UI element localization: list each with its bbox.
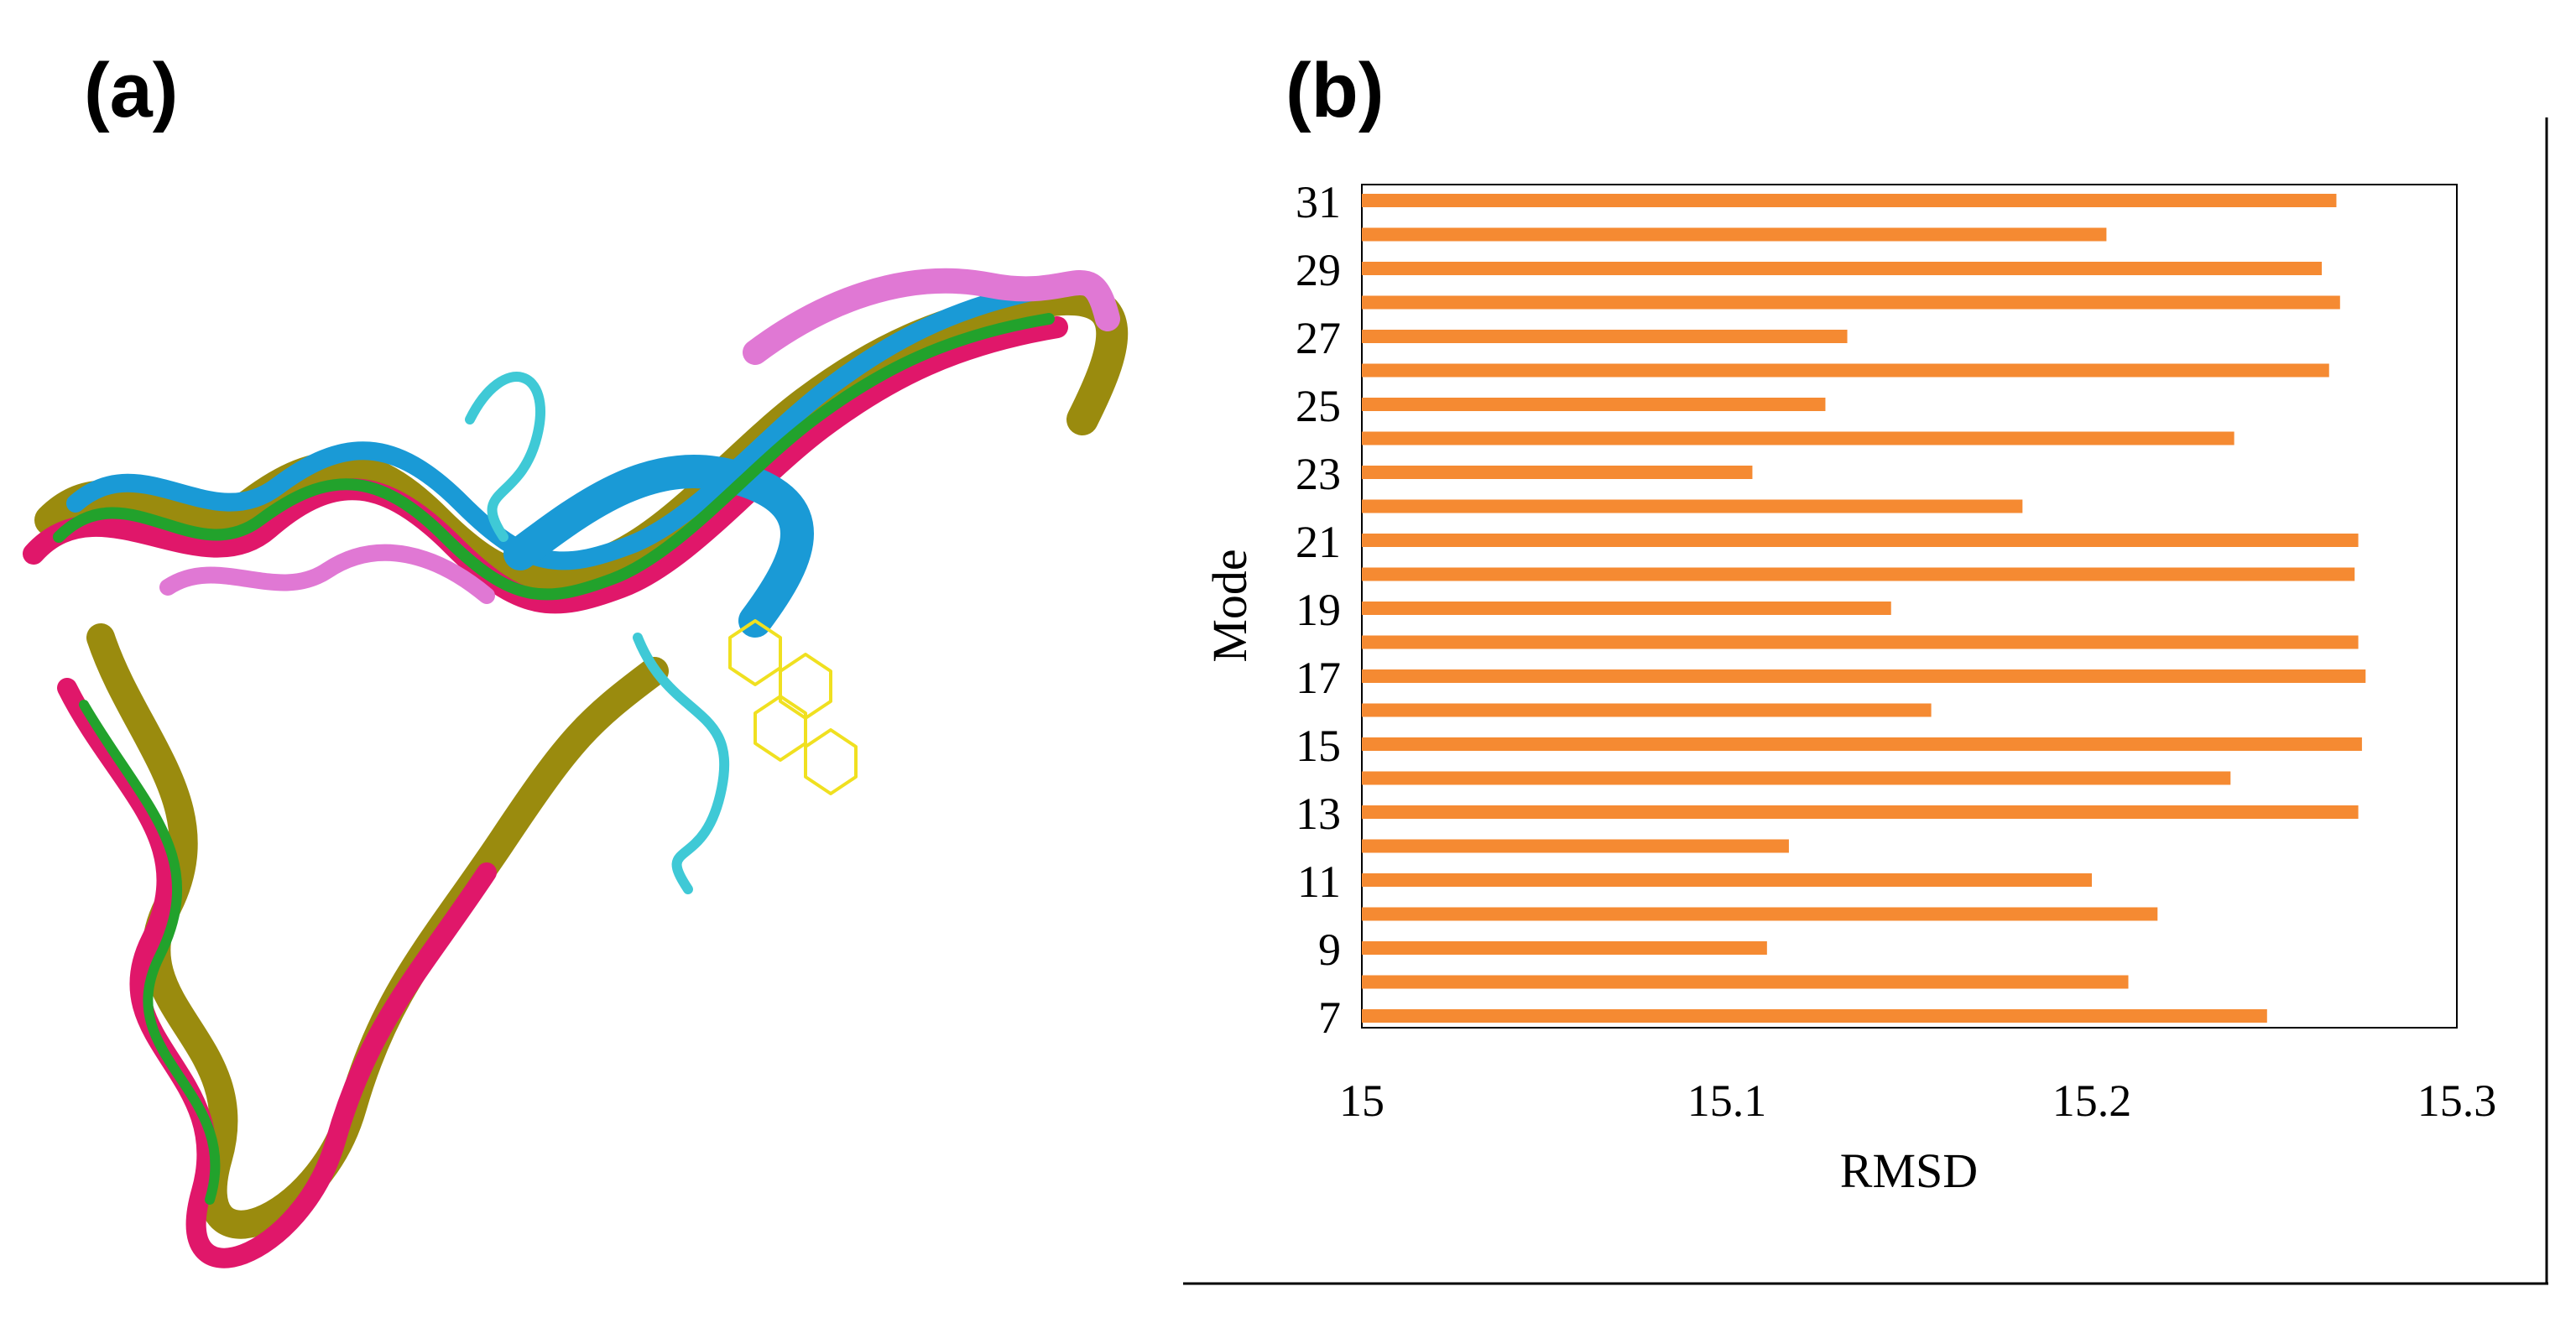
panel-label-a: (a) (84, 48, 179, 133)
y-axis-label: Mode (1202, 549, 1257, 662)
bar-mode-19 (1362, 602, 1891, 615)
bar-mode-14 (1362, 771, 2231, 785)
bar-mode-13 (1362, 805, 2359, 819)
bar-mode-12 (1362, 839, 1789, 853)
bar-mode-15 (1362, 737, 2362, 751)
bar-mode-24 (1362, 431, 2234, 445)
bar-mode-17 (1362, 669, 2366, 683)
ribbon-olive-lower (86, 623, 669, 1239)
bar-mode-20 (1362, 567, 2355, 581)
y-tick-label: 9 (1318, 925, 1341, 975)
bar-mode-7 (1362, 1009, 2267, 1023)
y-tick-label: 29 (1296, 245, 1341, 295)
ribbon-green (53, 313, 1055, 601)
y-tick-label: 23 (1296, 449, 1341, 499)
ligand-mesh (728, 619, 858, 795)
ribbon-cyan-loop-2 (633, 633, 730, 894)
x-axis-ticks: 15 15.1 15.2 15.3 (1339, 1076, 2496, 1126)
y-tick-label: 19 (1296, 585, 1341, 635)
y-tick-label: 11 (1297, 857, 1341, 907)
ribbon-cyan-loop (465, 372, 545, 542)
y-tick-label: 7 (1318, 992, 1341, 1043)
ribbon-green-lower (79, 700, 221, 1205)
bar-mode-30 (1362, 227, 2107, 242)
x-axis-label: RMSD (1840, 1143, 1978, 1198)
x-tick-label: 15.3 (2417, 1076, 2497, 1126)
bar-mode-23 (1362, 466, 1753, 479)
bar-mode-18 (1362, 635, 2359, 649)
bar-mode-22 (1362, 499, 2023, 513)
bar-mode-11 (1362, 873, 2092, 887)
bar-mode-16 (1362, 703, 1932, 717)
x-tick-label: 15 (1339, 1076, 1384, 1126)
bar-mode-8 (1362, 975, 2129, 989)
bars-group (1362, 194, 2366, 1023)
y-tick-label: 15 (1296, 721, 1341, 771)
x-tick-label: 15.1 (1687, 1076, 1767, 1126)
protein-structure-image (23, 268, 1129, 1268)
bar-mode-26 (1362, 363, 2329, 378)
bar-mode-10 (1362, 907, 2158, 921)
ribbon-magenta-lower (57, 678, 497, 1268)
ribbon-magenta (23, 316, 1068, 614)
ribbon-blue (66, 276, 1075, 570)
bar-mode-31 (1362, 194, 2337, 207)
y-axis-ticks: 7 9 11 13 15 17 19 21 23 25 27 29 31 (1296, 177, 1341, 1043)
y-tick-label: 21 (1296, 517, 1341, 567)
ribbon-pink-mid (159, 544, 495, 604)
bar-mode-28 (1362, 295, 2340, 310)
y-tick-label: 13 (1296, 789, 1341, 839)
bar-mode-25 (1362, 398, 1826, 411)
ribbon-pink (743, 268, 1120, 365)
y-tick-label: 25 (1296, 381, 1341, 431)
bar-mode-9 (1362, 941, 1767, 955)
bar-mode-27 (1362, 330, 1848, 343)
panel-label-b: (b) (1285, 48, 1384, 133)
y-tick-label: 27 (1296, 313, 1341, 363)
y-tick-label: 17 (1296, 653, 1341, 703)
bar-mode-21 (1362, 534, 2359, 547)
x-tick-label: 15.2 (2052, 1076, 2132, 1126)
bar-mode-29 (1362, 262, 2323, 275)
y-tick-label: 31 (1296, 177, 1341, 227)
